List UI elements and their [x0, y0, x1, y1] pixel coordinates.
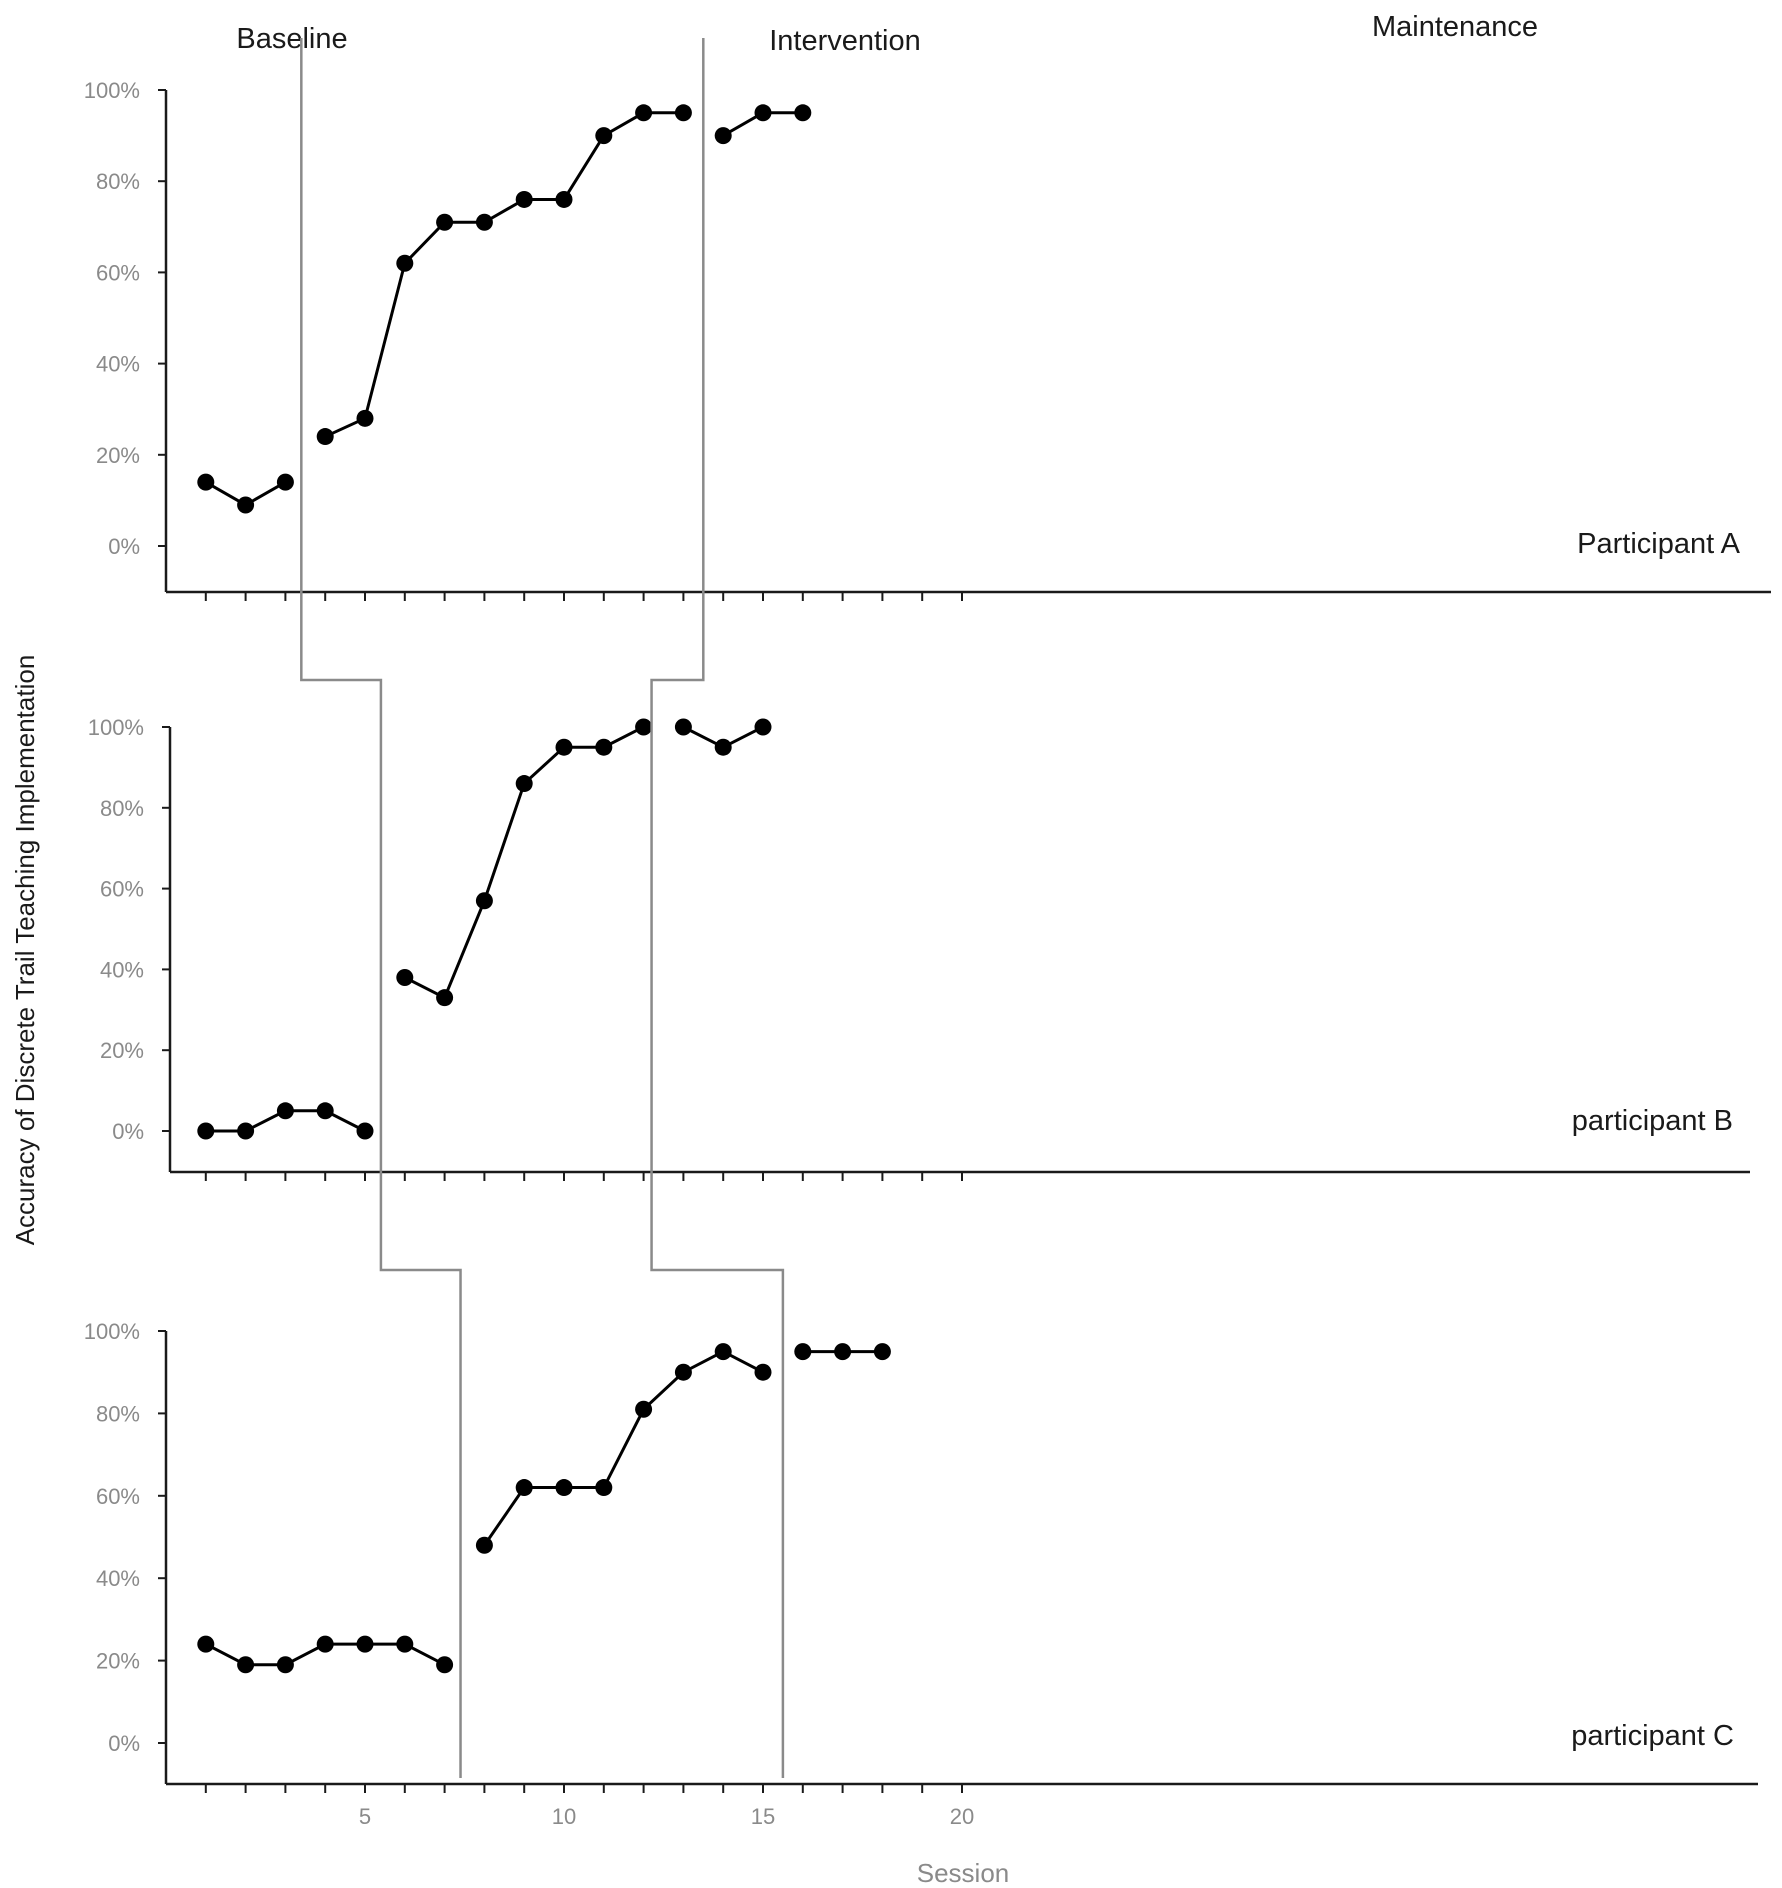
y-tick-label: 100% [88, 715, 144, 740]
participant-label: Participant A [1577, 528, 1740, 560]
data-point [515, 775, 533, 793]
data-point [714, 738, 732, 756]
panel-1: 0% 20% 40% 60% 80% 100% Participant A [84, 78, 1771, 601]
x-tick-label: 20 [950, 1804, 974, 1829]
x-axis-title: Session [917, 1858, 1010, 1888]
data-point [754, 104, 772, 122]
data-point [674, 718, 692, 736]
x-tick-label: 5 [359, 1804, 371, 1829]
data-point [276, 473, 294, 491]
y-tick-label: 0% [112, 1119, 144, 1144]
data-point [595, 127, 613, 145]
participant-label: participant C [1571, 1720, 1734, 1752]
y-tick-label: 100% [84, 1319, 140, 1344]
data-point [396, 254, 414, 272]
data-point [197, 1635, 215, 1653]
data-point [515, 190, 533, 208]
y-tick-label: 60% [96, 260, 140, 285]
data-point [356, 1122, 374, 1140]
data-point [396, 968, 414, 986]
phase-label-baseline: Baseline [236, 23, 347, 55]
y-axis-title: Accuracy of Discrete Trail Teaching Impl… [10, 655, 40, 1246]
data-point [475, 1536, 493, 1554]
data-point [635, 104, 653, 122]
data-point [237, 1122, 255, 1140]
data-point [674, 104, 692, 122]
data-point [635, 1400, 653, 1418]
y-tick-label: 80% [96, 1401, 140, 1426]
data-point [436, 989, 454, 1007]
data-point [635, 718, 653, 736]
data-point [436, 1656, 454, 1674]
data-point [356, 1635, 374, 1653]
data-point [316, 428, 334, 446]
data-point [794, 104, 812, 122]
phase-change-line-1 [300, 38, 462, 1778]
data-point [555, 190, 573, 208]
y-tick-label: 20% [96, 1649, 140, 1674]
y-tick-label: 100% [84, 78, 140, 103]
y-tick-label: 60% [96, 1484, 140, 1509]
data-point [475, 892, 493, 910]
data-point [555, 1479, 573, 1497]
data-point [316, 1102, 334, 1120]
data-point [515, 1479, 533, 1497]
data-point [754, 1363, 772, 1381]
x-tick-label: 10 [552, 1804, 576, 1829]
y-tick-label: 80% [100, 796, 144, 821]
series-line-intervention [483, 1349, 764, 1547]
data-point [595, 1479, 613, 1497]
data-point [714, 127, 732, 145]
x-tick-label: 15 [751, 1804, 775, 1829]
data-point [794, 1343, 812, 1361]
data-point [316, 1635, 334, 1653]
y-tick-label: 40% [96, 352, 140, 377]
series-line-intervention [324, 111, 684, 438]
panel-3: 0% 20% 40% 60% 80% 100% participant C [84, 1319, 1758, 1793]
y-tick-label: 20% [96, 443, 140, 468]
data-point [436, 213, 454, 231]
y-tick-label: 60% [100, 877, 144, 902]
data-point [674, 1363, 692, 1381]
data-point [714, 1343, 732, 1361]
data-point [276, 1656, 294, 1674]
data-point [197, 1122, 215, 1140]
y-tick-label: 0% [108, 1731, 140, 1756]
data-point [276, 1102, 294, 1120]
y-tick-label: 40% [96, 1566, 140, 1591]
series-line-intervention [404, 725, 645, 1000]
y-tick-label: 0% [108, 534, 140, 559]
data-point [356, 409, 374, 427]
data-point [873, 1343, 891, 1361]
data-point [475, 213, 493, 231]
data-point [197, 473, 215, 491]
y-tick-label: 40% [100, 957, 144, 982]
phase-change-line-2 [650, 38, 785, 1778]
data-point [237, 1656, 255, 1674]
phase-label-intervention: Intervention [769, 25, 921, 57]
data-point [396, 1635, 414, 1653]
data-point [834, 1343, 852, 1361]
participant-label: participant B [1572, 1105, 1733, 1137]
y-tick-label: 20% [100, 1038, 144, 1063]
panel-2: 0% 20% 40% 60% 80% 100% participant B [88, 715, 1750, 1181]
y-tick-label: 80% [96, 169, 140, 194]
data-point [237, 496, 255, 514]
data-point [754, 718, 772, 736]
phase-label-maintenance: Maintenance [1372, 11, 1538, 43]
data-point [595, 738, 613, 756]
data-point [555, 738, 573, 756]
